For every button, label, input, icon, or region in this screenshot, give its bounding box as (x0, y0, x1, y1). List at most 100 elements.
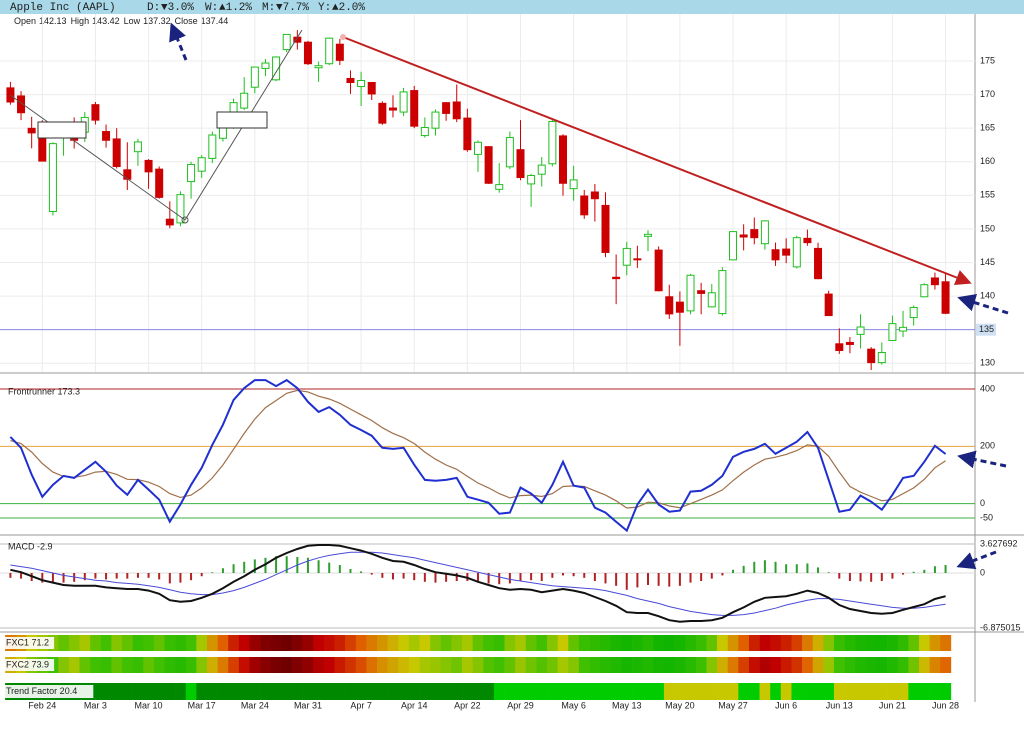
heat-cell (855, 657, 867, 673)
heat-cell (451, 657, 463, 673)
candle-body (675, 301, 684, 313)
x-tick-label: May 6 (561, 700, 586, 710)
heat-cell (345, 683, 357, 700)
histogram-bar (742, 565, 745, 574)
candle-body (505, 137, 514, 168)
candle-body (367, 82, 376, 95)
y-tick-label: 170 (980, 89, 995, 99)
histogram-bar (848, 573, 851, 582)
histogram-bar (168, 573, 171, 584)
heat-cell (483, 635, 495, 651)
heat-cell (323, 657, 335, 673)
histogram-bar (232, 564, 235, 574)
candle-body (144, 159, 153, 173)
candle-body (335, 43, 344, 61)
heat-cell (770, 635, 782, 651)
heat-cell (674, 635, 686, 651)
histogram-bar (859, 573, 862, 582)
heat-cell (876, 657, 888, 673)
heat-cell (887, 657, 899, 673)
heat-cell (217, 657, 229, 673)
x-tick-label: Apr 7 (350, 700, 372, 710)
heat-cell (111, 635, 123, 651)
x-tick-label: Jun 6 (775, 700, 797, 710)
x-tick-label: May 13 (612, 700, 642, 710)
heat-cell (270, 635, 282, 651)
heat-cell (111, 683, 123, 700)
strip-label: FXC1 71.2 (6, 637, 49, 647)
candle-body (771, 249, 780, 261)
candle-body (548, 120, 557, 165)
histogram-bar (402, 573, 405, 579)
heat-cell (58, 657, 70, 673)
candle-body (718, 270, 727, 315)
heat-cell (717, 635, 729, 651)
heat-cell (674, 657, 686, 673)
x-tick-label: Mar 10 (135, 700, 163, 710)
heat-cell (865, 657, 877, 673)
pointer-arrow (169, 22, 188, 61)
heat-cell (260, 683, 272, 700)
heat-cell (812, 635, 824, 651)
candle-body (558, 135, 567, 184)
heat-cell (430, 657, 442, 673)
histogram-bar (561, 573, 564, 576)
panel-title: MACD -2.9 (8, 541, 53, 551)
heat-cell (844, 683, 856, 700)
heat-cell (462, 635, 473, 651)
ohlc-value: 143.42 (92, 16, 120, 26)
candle-body (633, 258, 642, 261)
heat-cell (121, 635, 133, 651)
heat-cell (525, 683, 537, 700)
heat-cell (68, 635, 80, 651)
heat-cell (493, 683, 505, 700)
heat-cell (462, 683, 473, 700)
histogram-bar (179, 573, 182, 583)
candle-body (697, 290, 706, 294)
heat-cell (270, 657, 282, 673)
histogram-bar (476, 573, 479, 583)
heat-cell (642, 683, 654, 700)
heat-cell (217, 683, 229, 700)
histogram-bar (285, 556, 288, 574)
histogram-bar (498, 573, 501, 585)
heat-cell (685, 657, 697, 673)
histogram-bar (264, 557, 267, 574)
heat-cell (525, 657, 537, 673)
heat-cell (929, 635, 941, 651)
histogram-bar (41, 573, 44, 583)
heat-cell (685, 635, 697, 651)
x-tick-label: Jun 21 (879, 700, 906, 710)
histogram-bar (817, 567, 820, 574)
candle-body (325, 37, 334, 65)
heat-cell (196, 657, 208, 673)
x-tick-label: Apr 29 (507, 700, 534, 710)
candle-body (909, 307, 918, 319)
ohlc-label: Low (124, 16, 141, 26)
candle-body (824, 293, 833, 317)
heat-cell (345, 635, 357, 651)
indicator-line (9, 378, 947, 533)
histogram-bar (870, 573, 873, 582)
heat-cell (663, 683, 675, 700)
heat-cell (313, 635, 325, 651)
heat-cell (833, 635, 845, 651)
heat-cell (281, 635, 293, 651)
heat-cell (547, 635, 558, 651)
heat-cell (632, 635, 643, 651)
stat-value: ▲2.0% (332, 2, 365, 14)
trend-line (342, 36, 972, 286)
stat-label: Y: (318, 2, 331, 14)
histogram-bar (105, 573, 108, 580)
candle-body (473, 141, 482, 155)
heat-cell (228, 635, 240, 651)
heat-cell (536, 635, 548, 651)
level-tag (976, 323, 996, 336)
histogram-bar (933, 566, 936, 574)
histogram-bar (9, 573, 12, 578)
candle-body (431, 111, 440, 129)
histogram-bar (657, 573, 660, 586)
y-tick-label: 160 (980, 156, 995, 166)
histogram-bar (519, 573, 522, 582)
